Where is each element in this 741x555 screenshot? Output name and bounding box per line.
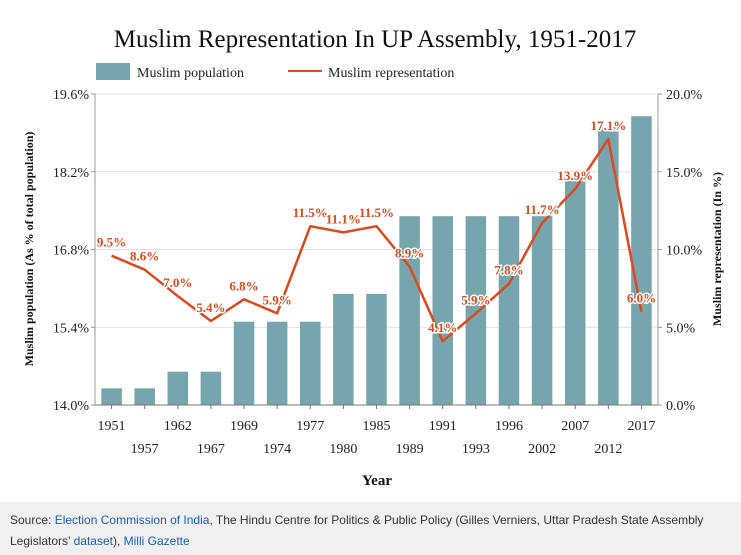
bar-population-1957	[134, 388, 155, 405]
x-tick-label-1993: 1993	[462, 442, 490, 457]
y-right-tick-label: 10.0%	[666, 244, 703, 259]
bar-population-2002	[531, 216, 553, 405]
legend-label-representation: Muslim representation	[328, 66, 454, 81]
source-text-hindu-centre: , The Hindu Centre for Politics & Public…	[10, 513, 704, 548]
data-label-2012: 17.1%	[590, 118, 626, 133]
y-left-tick-label: 14.0%	[53, 399, 90, 414]
data-label-1985: 11.5%	[359, 205, 394, 220]
data-label-1951: 9.5%	[97, 235, 126, 250]
x-tick-label-1985: 1985	[363, 419, 391, 434]
data-label-1974: 5.9%	[263, 292, 292, 307]
bar-population-2012	[598, 127, 619, 406]
bar-population-2007	[564, 177, 586, 405]
y-left-tick-label: 19.6%	[53, 88, 90, 103]
y-right-tick-label: 0.0%	[666, 399, 696, 414]
data-label-1989: 8.9%	[395, 246, 424, 261]
data-label-1991: 4.1%	[428, 320, 457, 335]
bar-population-1980	[333, 293, 354, 405]
axes: 14.0% 15.4% 16.8% 18.2% 19.6% 0.0% 5.0% 10.0% 15…	[53, 88, 703, 457]
data-label-2007: 13.9%	[557, 168, 593, 183]
bars	[101, 116, 652, 406]
data-label-2002: 11.7%	[525, 202, 560, 217]
chart-frame: Muslim Representation In UP Assembly, 19…	[22, 26, 724, 489]
chart-title: Muslim Representation In UP Assembly, 19…	[114, 26, 636, 53]
source-link-dataset[interactable]: dataset	[73, 534, 113, 548]
data-label-1980: 11.1%	[326, 211, 361, 226]
bar-population-1996	[498, 216, 520, 405]
bar-population-2017	[631, 116, 652, 405]
y-left-tick-label: 15.4%	[53, 321, 90, 336]
x-tick-label-1951: 1951	[98, 419, 126, 434]
source-text-separator: ),	[112, 534, 124, 548]
bar-population-1974	[266, 321, 288, 405]
data-label-1957: 8.6%	[130, 249, 159, 264]
x-tick-label-1996: 1996	[495, 419, 523, 434]
bar-population-1962	[167, 371, 189, 405]
source-prefix: Source:	[10, 513, 55, 527]
data-label-1967: 5.4%	[196, 300, 225, 315]
representation-line	[111, 137, 643, 343]
x-tick-label-2017: 2017	[627, 419, 655, 434]
bar-population-1977	[299, 321, 321, 405]
bar-population-1985	[366, 293, 387, 405]
legend-swatch-population	[96, 63, 130, 80]
y-right-tick-label: 20.0%	[666, 88, 703, 103]
y-axis-left-title: Muslim population (As % of total populat…	[22, 132, 36, 367]
data-label-1962: 7.0%	[163, 275, 192, 290]
y-left-tick-label: 18.2%	[53, 166, 90, 181]
data-label-1969: 6.8%	[229, 278, 258, 293]
bar-population-1951	[101, 388, 122, 405]
y-right-tick-label: 15.0%	[666, 166, 703, 181]
x-tick-label-1977: 1977	[296, 419, 324, 434]
x-tick-label-1957: 1957	[131, 442, 159, 457]
data-label-1977: 11.5%	[293, 205, 328, 220]
y-right-tick-label: 5.0%	[666, 321, 696, 336]
x-tick-label-1974: 1974	[263, 442, 291, 457]
x-tick-label-1980: 1980	[329, 442, 357, 457]
x-axis-title: Year	[362, 473, 392, 489]
x-tick-label-2012: 2012	[594, 442, 622, 457]
y-left-tick-label: 16.8%	[53, 244, 90, 259]
bar-population-1969	[233, 321, 255, 405]
x-tick-label-1969: 1969	[230, 419, 258, 434]
source-link-election-commission[interactable]: Election Commission of India	[54, 513, 210, 527]
data-label-2017: 6.0%	[627, 291, 656, 306]
x-tick-label-1989: 1989	[396, 442, 424, 457]
bar-population-1967	[200, 371, 222, 405]
gridlines	[95, 93, 658, 328]
line-representation	[111, 137, 643, 343]
x-tick-label-1962: 1962	[164, 419, 192, 434]
legend: Muslim population Muslim representation	[96, 63, 454, 81]
source-note: Source: Election Commission of India, Th…	[0, 502, 741, 555]
x-tick-label-2007: 2007	[561, 419, 589, 434]
data-labels: 9.5% 8.6% 7.0% 5.4% 6.8% 5.9% 11.5%11.1%11.5% 8…	[95, 117, 657, 337]
x-tick-label-1967: 1967	[197, 442, 225, 457]
bar-population-1993	[465, 216, 487, 405]
bar-population-1991	[432, 216, 454, 405]
x-tick-label-2002: 2002	[528, 442, 556, 457]
bar-population-1989	[399, 216, 420, 405]
source-link-milli-gazette[interactable]: Milli Gazette	[123, 534, 190, 548]
data-label-1993: 5.9%	[461, 292, 490, 307]
data-label-1996: 7.8%	[494, 263, 523, 278]
x-tick-label-1991: 1991	[429, 419, 457, 434]
legend-label-population: Muslim population	[137, 66, 244, 81]
chart: Muslim Representation In UP Assembly, 19…	[22, 26, 724, 489]
y-axis-right-title: Muslim representation (In %)	[710, 172, 724, 326]
